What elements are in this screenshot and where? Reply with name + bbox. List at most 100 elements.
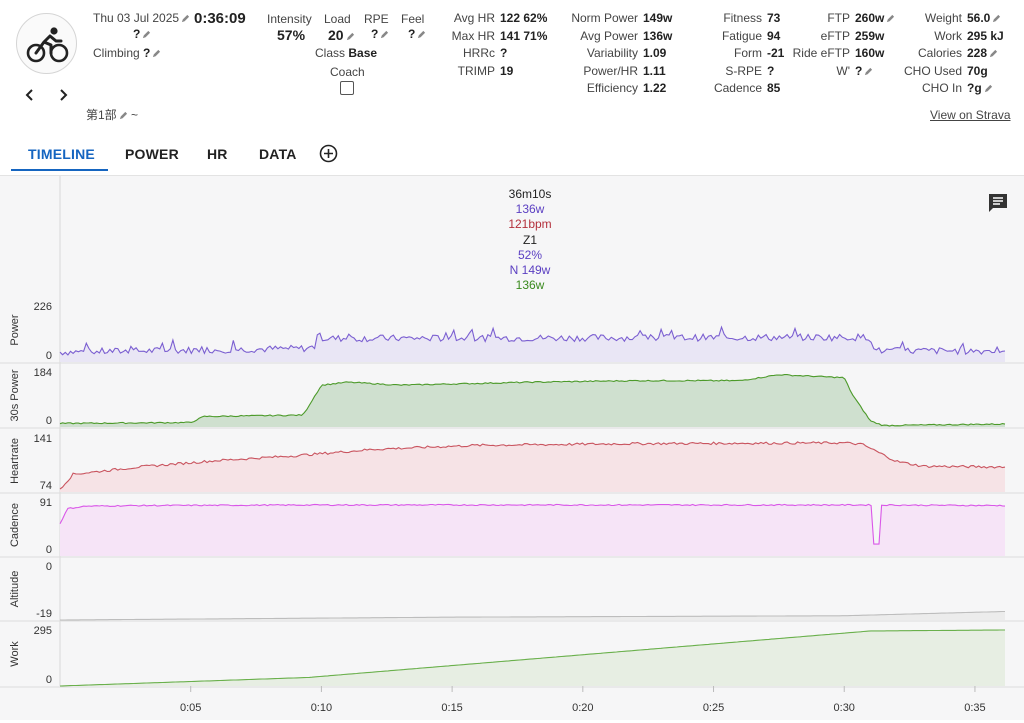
edit-pencil-icon[interactable] bbox=[152, 49, 161, 58]
metric-value: 149w bbox=[643, 11, 673, 25]
activity-name-row[interactable]: ? bbox=[133, 26, 151, 44]
tab-timeline[interactable]: TIMELINE bbox=[28, 146, 95, 162]
edit-pencil-icon[interactable] bbox=[864, 67, 873, 76]
lap-selector[interactable]: 第1部 ~ bbox=[86, 107, 138, 125]
load-value-row[interactable]: 20 bbox=[328, 27, 355, 43]
edit-pencil-icon[interactable] bbox=[119, 111, 128, 120]
altitude-ymin-label: -19 bbox=[36, 608, 52, 620]
x-tick-label: 0:20 bbox=[572, 702, 593, 714]
edit-pencil-icon[interactable] bbox=[181, 14, 190, 23]
edit-pencil-icon[interactable] bbox=[984, 84, 993, 93]
power-metric-row: Avg Power 136w bbox=[545, 28, 672, 46]
power-metric-row: Efficiency 1.22 bbox=[545, 80, 672, 98]
altitude-line bbox=[60, 610, 1005, 621]
active-tab-indicator bbox=[11, 169, 108, 171]
rpe-value-row[interactable]: ? bbox=[371, 27, 389, 41]
metric-value: 1.09 bbox=[643, 46, 667, 60]
work-area bbox=[60, 630, 1005, 686]
feel-value-row[interactable]: ? bbox=[408, 27, 426, 41]
previous-activity-button[interactable] bbox=[23, 88, 37, 107]
power30-area bbox=[60, 374, 1005, 427]
activity-type-avatar[interactable] bbox=[16, 13, 77, 74]
metric-label: FTP bbox=[827, 11, 850, 25]
metric-label: Ride eFTP bbox=[792, 46, 850, 60]
tab-power[interactable]: POWER bbox=[125, 146, 179, 162]
hr-metric-row: Avg HR 122 62% bbox=[425, 10, 548, 28]
activity-date: Thu 03 Jul 2025 bbox=[93, 11, 180, 25]
intensity-value: 57% bbox=[277, 27, 306, 43]
metric-label: Avg Power bbox=[580, 28, 638, 43]
metric-label: Max HR bbox=[451, 28, 495, 43]
lap-suffix: ~ bbox=[131, 108, 139, 122]
tooltip-norm-power: N 149w bbox=[509, 263, 551, 278]
coach-label: Coach bbox=[330, 65, 365, 79]
power-metric-row: Norm Power 149w bbox=[545, 10, 672, 28]
work-ymax-label: 295 bbox=[34, 625, 52, 637]
metric-value: 160w bbox=[855, 46, 885, 60]
chevron-right-icon bbox=[60, 89, 68, 101]
edit-pencil-icon[interactable] bbox=[346, 32, 355, 41]
timeline-chart-svg[interactable]: 226 0 Power 184 0 30s Power 141 74 Heartrate 91 0 C… bbox=[0, 176, 1024, 720]
metric-value: 1.22 bbox=[643, 81, 667, 95]
tooltip-time: 36m10s bbox=[508, 187, 552, 201]
comments-button[interactable] bbox=[987, 192, 1009, 217]
altitude-axis-title: Altitude bbox=[9, 571, 21, 608]
edit-pencil-icon[interactable] bbox=[992, 14, 1001, 23]
chart-tooltip: 36m10s 136w 121bpm Z1 52% N 149w 136w bbox=[460, 187, 600, 293]
hr-metric-row: HRRc? bbox=[425, 45, 547, 63]
edit-pencil-icon[interactable] bbox=[380, 30, 389, 39]
fitness-metric-row: Cadence 85 bbox=[680, 80, 784, 98]
edit-pencil-icon[interactable] bbox=[989, 49, 998, 58]
fitness-metric-row: Fitness 73 bbox=[680, 10, 784, 28]
add-circle-icon bbox=[319, 144, 338, 163]
edit-pencil-icon[interactable] bbox=[142, 30, 151, 39]
add-tab-button[interactable] bbox=[319, 144, 338, 166]
power30-axis-title: 30s Power bbox=[9, 369, 21, 421]
power-metric-row: Power/HR 1.11 bbox=[545, 63, 672, 81]
body-metric-row: CHO Used 70g bbox=[890, 63, 1004, 81]
metric-value: 19 bbox=[500, 63, 514, 78]
tab-hr[interactable]: HR bbox=[207, 146, 228, 162]
class-value: Base bbox=[348, 46, 378, 60]
ftp-metric-row: FTP 260w bbox=[770, 10, 895, 28]
hr-ymin-label: 74 bbox=[40, 480, 52, 492]
metric-value: ?g bbox=[967, 81, 982, 95]
x-tick-label: 0:25 bbox=[703, 702, 724, 714]
metric-label: Variability bbox=[586, 46, 638, 60]
climbing-label: Climbing bbox=[93, 46, 140, 60]
altitude-ymax-label: 0 bbox=[46, 561, 52, 573]
edit-pencil-icon[interactable] bbox=[417, 30, 426, 39]
rpe-label: RPE bbox=[364, 12, 389, 26]
fitness-metric-row: S-RPE? bbox=[680, 63, 784, 81]
tab-data[interactable]: DATA bbox=[259, 146, 297, 162]
ftp-metric-row: W'? bbox=[770, 63, 895, 81]
power-line bbox=[59, 325, 1006, 356]
metric-label: Efficiency bbox=[586, 81, 638, 95]
tabs-divider bbox=[0, 175, 1024, 176]
metric-label: HRRc bbox=[463, 46, 495, 60]
intensity-label: Intensity bbox=[267, 12, 312, 26]
coach-checkbox[interactable] bbox=[340, 81, 354, 95]
metric-label: eFTP bbox=[820, 28, 850, 43]
tooltip-zone: Z1 bbox=[522, 232, 537, 247]
power30-line bbox=[59, 374, 1006, 427]
timeline-chart[interactable]: 226 0 Power 184 0 30s Power 141 74 Heartrate 91 0 C… bbox=[0, 176, 1024, 720]
metric-value: 70g bbox=[967, 63, 988, 78]
metric-label: CHO Used bbox=[903, 63, 962, 78]
metric-label: Avg HR bbox=[453, 11, 495, 25]
activity-duration: 0:36:09 bbox=[194, 10, 246, 27]
metric-value: 295 kJ bbox=[967, 28, 1004, 43]
metric-value: 73 bbox=[767, 11, 781, 25]
hr-metric-row: Max HR 141 71% bbox=[425, 28, 548, 46]
next-activity-button[interactable] bbox=[56, 88, 70, 107]
tooltip-hr: 121bpm bbox=[508, 217, 552, 232]
view-on-strava-link[interactable]: View on Strava bbox=[930, 108, 1011, 122]
edit-pencil-icon[interactable] bbox=[886, 14, 895, 23]
hr-ymax-label: 141 bbox=[34, 433, 52, 445]
metric-label: Cadence bbox=[713, 81, 762, 95]
hr-metrics: Avg HR 122 62% Max HR 141 71% HRRc? TRIMP 19 bbox=[425, 10, 548, 80]
work-line bbox=[59, 629, 1005, 687]
metric-value: ? bbox=[500, 46, 508, 60]
power-ymax-label: 226 bbox=[34, 301, 52, 313]
metric-value: 94 bbox=[767, 28, 781, 43]
